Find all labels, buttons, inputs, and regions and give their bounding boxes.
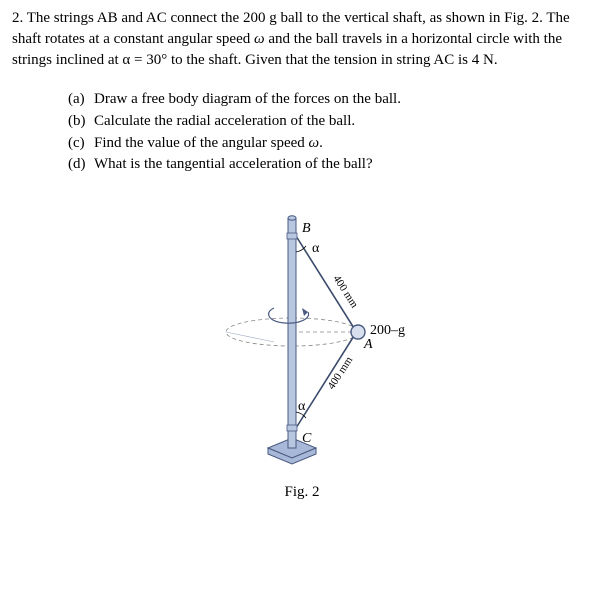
svg-text:A: A: [363, 337, 373, 352]
intro-line2: shaft rotates at a constant angular spee…: [12, 31, 254, 47]
intro-line3: strings inclined at α = 30° to the shaft…: [12, 52, 498, 68]
part-d-text: What is the tangential acceleration of t…: [94, 154, 373, 176]
part-d: (d) What is the tangential acceleration …: [68, 154, 592, 176]
svg-text:B: B: [302, 221, 311, 236]
part-b: (b) Calculate the radial acceleration of…: [68, 111, 592, 133]
figure-caption: Fig. 2: [284, 484, 319, 501]
part-a: (a) Draw a free body diagram of the forc…: [68, 89, 592, 111]
problem-intro: 2. The strings AB and AC connect the 200…: [12, 8, 592, 71]
svg-text:α: α: [312, 241, 320, 256]
svg-text:α: α: [298, 399, 306, 414]
svg-text:400 mm: 400 mm: [330, 273, 360, 310]
svg-text:200–g: 200–g: [370, 323, 405, 338]
svg-text:C: C: [302, 431, 312, 446]
figure-svg: BCAαα200–g400 mm400 mm: [162, 200, 442, 480]
problem-number: 2.: [12, 10, 23, 26]
part-b-text: Calculate the radial acceleration of the…: [94, 111, 355, 133]
intro-line2b: and the ball travels in a horizontal cir…: [265, 31, 562, 47]
problem-parts: (a) Draw a free body diagram of the forc…: [68, 89, 592, 176]
figure-container: BCAαα200–g400 mm400 mm Fig. 2: [12, 200, 592, 501]
part-c-text: Find the value of the angular speed ω.: [94, 133, 323, 155]
part-d-label: (d): [68, 154, 94, 176]
intro-line1: The strings AB and AC connect the 200 g …: [27, 10, 570, 26]
part-c: (c) Find the value of the angular speed …: [68, 133, 592, 155]
omega-symbol: ω: [254, 31, 265, 47]
part-a-text: Draw a free body diagram of the forces o…: [94, 89, 401, 111]
part-a-label: (a): [68, 89, 94, 111]
part-c-label: (c): [68, 133, 94, 155]
part-b-label: (b): [68, 111, 94, 133]
